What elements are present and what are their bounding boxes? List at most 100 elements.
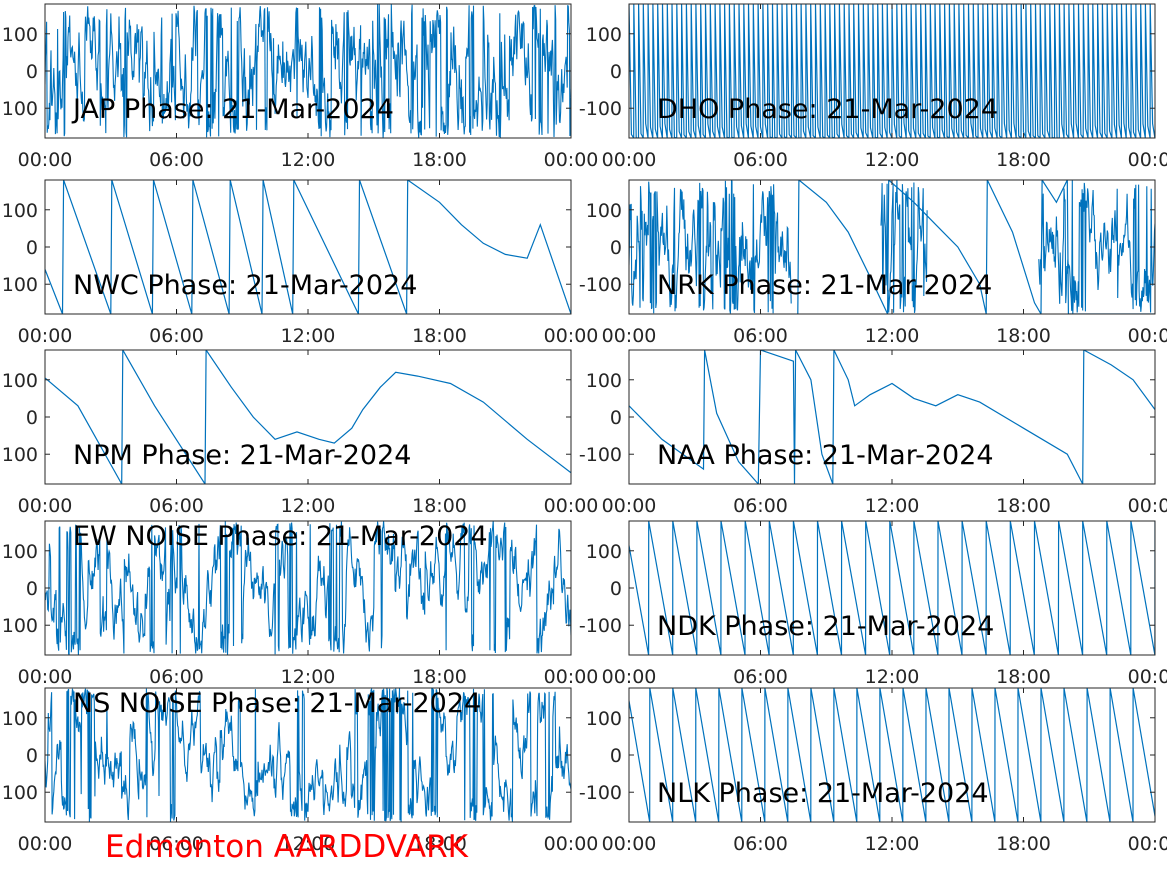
x-tick-label: 00:00 <box>1128 149 1167 171</box>
series-group <box>45 180 571 314</box>
x-tick-label: 06:00 <box>149 495 204 517</box>
subplot-2: 00:00 06:00 12:00 18:00 00:00 100 0 -100 DHO Pha… <box>579 3 1167 171</box>
subplot-3: 00:00 06:00 12:00 18:00 00:00 100 0 100 NWC Phas… <box>2 179 599 347</box>
y-tick-label: 100 <box>2 782 38 804</box>
x-tick-label: 06:00 <box>733 495 788 517</box>
x-tick-label: 18:00 <box>412 666 467 688</box>
subplot-title: NRK Phase: 21-Mar-2024 <box>657 270 992 301</box>
y-tick-label: 100 <box>586 708 622 730</box>
y-tick-label: 100 <box>2 615 38 637</box>
series-group <box>629 688 1155 822</box>
x-tick-label: 12:00 <box>865 833 920 855</box>
x-tick-label: 06:00 <box>149 833 204 855</box>
series-group <box>629 350 1155 484</box>
y-tick-label: 0 <box>26 407 38 429</box>
x-tick-label: 06:00 <box>733 666 788 688</box>
subplot-title: NS NOISE Phase: 21-Mar-2024 <box>73 688 481 719</box>
y-tick-label: 100 <box>2 541 38 563</box>
noise-series-line <box>629 180 792 314</box>
x-tick-label: 00:00 <box>602 325 657 347</box>
subplot-7: 00:00 06:00 12:00 18:00 00:00 100 0 100 EW NOISE… <box>2 520 599 688</box>
y-tick-label: 100 <box>586 24 622 46</box>
series-group <box>629 521 1155 655</box>
x-tick-label: 12:00 <box>281 325 336 347</box>
y-tick-label: 0 <box>610 578 622 600</box>
phase-series-line <box>629 521 1155 655</box>
y-tick-label: 100 <box>586 541 622 563</box>
x-tick-label: 12:00 <box>281 666 336 688</box>
subplot-title: NPM Phase: 21-Mar-2024 <box>73 440 411 471</box>
subplot-title: DHO Phase: 21-Mar-2024 <box>657 94 998 125</box>
series-group <box>45 350 571 484</box>
subplot-title: NAA Phase: 21-Mar-2024 <box>657 440 994 471</box>
x-tick-label: 18:00 <box>412 833 467 855</box>
y-tick-label: -100 <box>579 782 622 804</box>
x-tick-label: 06:00 <box>733 325 788 347</box>
x-tick-label: 12:00 <box>281 149 336 171</box>
y-tick-label: 100 <box>2 370 38 392</box>
y-tick-label: 100 <box>586 200 622 222</box>
phase-series-line <box>629 688 1155 822</box>
series-group <box>45 521 571 655</box>
y-tick-label: 0 <box>610 407 622 429</box>
x-tick-label: 18:00 <box>412 325 467 347</box>
noise-series-line <box>1038 180 1155 314</box>
y-tick-label: -100 <box>579 615 622 637</box>
x-tick-label: 12:00 <box>865 666 920 688</box>
x-tick-label: 00:00 <box>18 325 73 347</box>
phase-series-line <box>629 4 1155 138</box>
y-tick-label: 100 <box>2 98 38 120</box>
x-tick-label: 18:00 <box>996 495 1051 517</box>
x-tick-label: 00:00 <box>18 149 73 171</box>
y-tick-label: -100 <box>579 274 622 296</box>
x-tick-label: 00:00 <box>18 495 73 517</box>
y-tick-label: 100 <box>2 444 38 466</box>
y-tick-label: 0 <box>610 61 622 83</box>
x-tick-label: 18:00 <box>412 149 467 171</box>
x-tick-label: 00:00 <box>18 666 73 688</box>
x-tick-label: 06:00 <box>149 149 204 171</box>
x-tick-label: 12:00 <box>281 833 336 855</box>
series-group <box>45 688 571 822</box>
x-tick-label: 18:00 <box>996 325 1051 347</box>
subplot-title: JAP Phase: 21-Mar-2024 <box>71 94 394 125</box>
x-tick-label: 00:00 <box>1128 833 1167 855</box>
noise-series-line <box>45 521 571 655</box>
x-tick-label: 06:00 <box>733 149 788 171</box>
x-tick-label: 00:00 <box>1128 666 1167 688</box>
y-tick-label: 0 <box>26 745 38 767</box>
subplot-title: NWC Phase: 21-Mar-2024 <box>73 270 417 301</box>
phase-series-line <box>45 180 571 314</box>
phase-series-line <box>629 350 1155 484</box>
y-tick-label: 100 <box>2 24 38 46</box>
x-tick-label: 00:00 <box>1128 325 1167 347</box>
x-tick-label: 00:00 <box>544 833 599 855</box>
x-tick-label: 12:00 <box>865 495 920 517</box>
noise-series-line <box>45 688 571 822</box>
x-tick-label: 06:00 <box>149 325 204 347</box>
x-tick-label: 00:00 <box>544 325 599 347</box>
noise-series-line <box>880 180 928 313</box>
x-tick-label: 00:00 <box>602 149 657 171</box>
series-group <box>629 180 1155 314</box>
x-tick-label: 12:00 <box>865 149 920 171</box>
station-footer-label: Edmonton AARDDVARK <box>105 829 469 865</box>
y-tick-label: -100 <box>579 98 622 120</box>
x-tick-label: 00:00 <box>544 495 599 517</box>
phase-series-line <box>45 350 571 484</box>
x-tick-label: 18:00 <box>996 833 1051 855</box>
x-tick-label: 18:00 <box>996 149 1051 171</box>
subplot-6: 00:00 06:00 12:00 18:00 00:00 100 0 -100 NAA Pha… <box>579 349 1167 517</box>
x-tick-label: 00:00 <box>602 495 657 517</box>
x-tick-label: 18:00 <box>412 495 467 517</box>
y-tick-label: 0 <box>26 61 38 83</box>
y-tick-label: 0 <box>610 237 622 259</box>
y-tick-label: 100 <box>2 708 38 730</box>
y-tick-label: 0 <box>26 578 38 600</box>
x-tick-label: 00:00 <box>602 833 657 855</box>
y-tick-label: 100 <box>2 274 38 296</box>
subplot-title: EW NOISE Phase: 21-Mar-2024 <box>73 521 488 552</box>
subplot-5: 00:00 06:00 12:00 18:00 00:00 100 0 100 NPM Phas… <box>2 349 599 517</box>
y-tick-label: 0 <box>26 237 38 259</box>
x-tick-label: 00:00 <box>544 666 599 688</box>
